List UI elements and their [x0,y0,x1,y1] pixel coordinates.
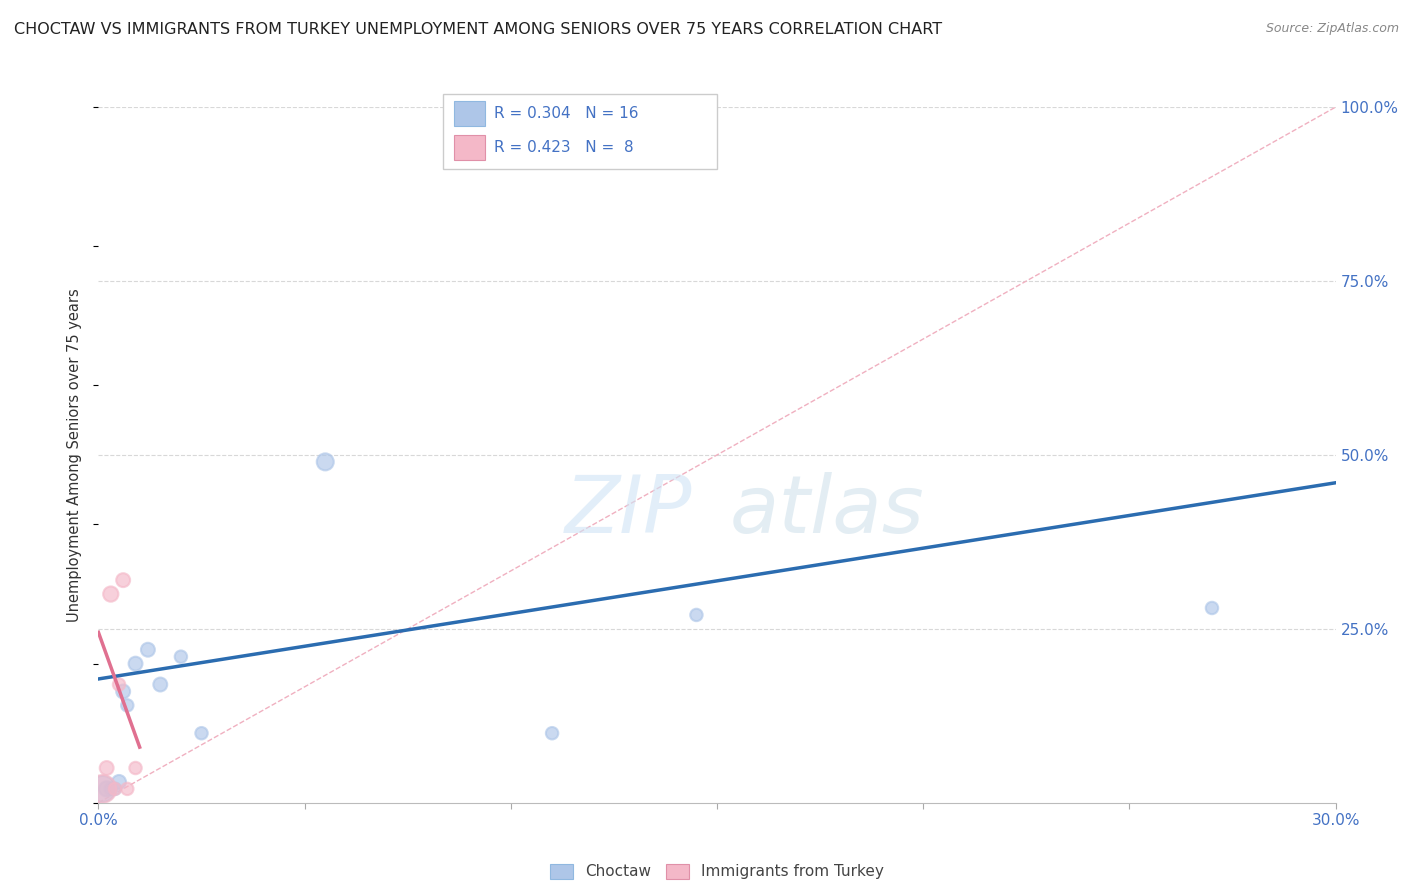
Y-axis label: Unemployment Among Seniors over 75 years: Unemployment Among Seniors over 75 years [67,288,83,622]
Point [117,698,139,713]
Point [541,726,564,740]
Point [149,677,172,691]
Text: R = 0.423   N =  8: R = 0.423 N = 8 [494,140,633,154]
Point [100,587,122,601]
Text: Source: ZipAtlas.com: Source: ZipAtlas.com [1265,22,1399,36]
Text: ZIP: ZIP [565,472,692,549]
Point [104,781,127,796]
Point [170,649,193,664]
Point [104,781,127,796]
Point [96,781,118,796]
Point [112,684,135,698]
Point [190,726,212,740]
Text: atlas: atlas [730,472,924,549]
Legend: Choctaw, Immigrants from Turkey: Choctaw, Immigrants from Turkey [544,857,890,886]
Point [136,642,159,657]
Point [1201,601,1223,615]
Point [91,781,114,796]
Point [117,781,139,796]
Point [91,781,114,796]
Point [685,607,707,622]
Point [96,761,118,775]
Point [124,657,146,671]
Text: CHOCTAW VS IMMIGRANTS FROM TURKEY UNEMPLOYMENT AMONG SENIORS OVER 75 YEARS CORRE: CHOCTAW VS IMMIGRANTS FROM TURKEY UNEMPL… [14,22,942,37]
Point [108,677,131,691]
Point [112,573,135,587]
Point [124,761,146,775]
Text: R = 0.304   N = 16: R = 0.304 N = 16 [494,106,638,120]
Point [314,455,336,469]
Point [108,775,131,789]
Point [100,781,122,796]
